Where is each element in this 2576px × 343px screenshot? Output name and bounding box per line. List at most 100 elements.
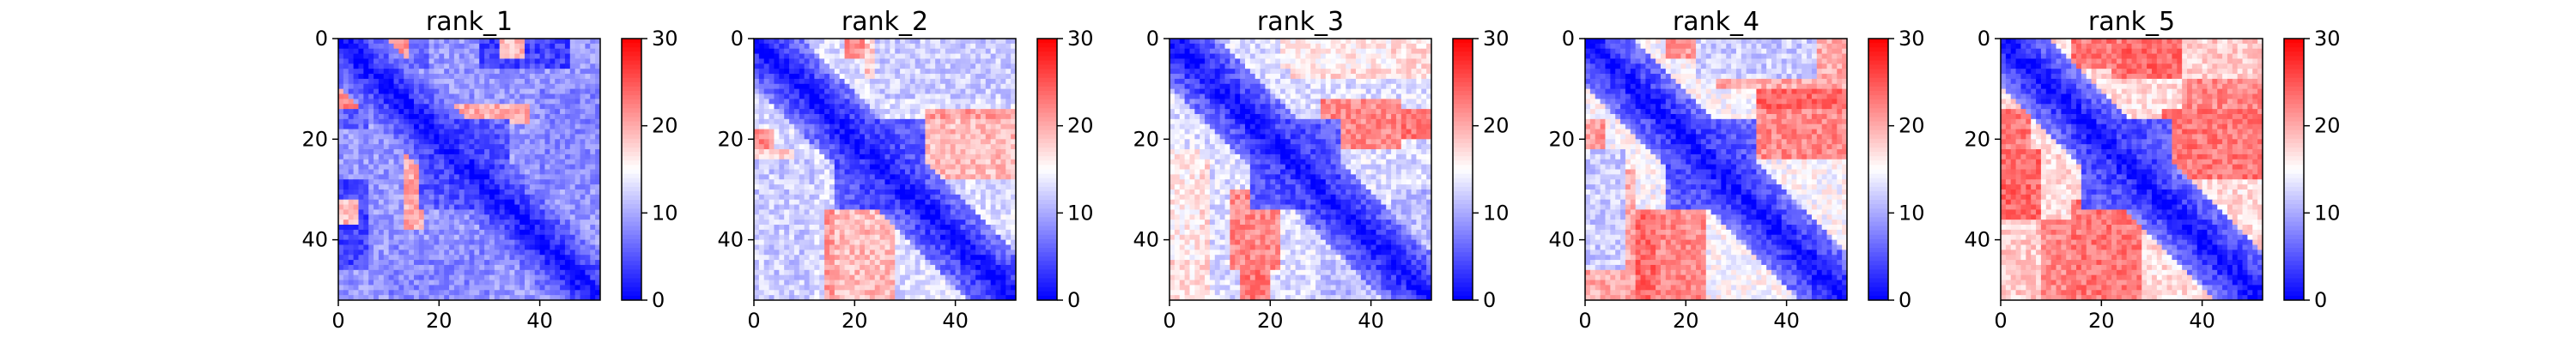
heatmap-cell — [763, 234, 769, 241]
heatmap-cell — [348, 264, 354, 271]
heatmap-cell — [590, 69, 596, 75]
heatmap-cell — [585, 244, 591, 250]
heatmap-cell — [950, 149, 957, 155]
heatmap-cell — [890, 109, 896, 115]
heatmap-cell — [509, 189, 515, 196]
heatmap-cell — [534, 43, 541, 50]
heatmap-cell — [779, 174, 785, 180]
heatmap-cell — [393, 295, 399, 301]
heatmap-cell — [363, 179, 369, 185]
heatmap-cell — [580, 118, 586, 125]
heatmap-cell — [829, 118, 835, 125]
colorbar-segment — [622, 278, 641, 284]
heatmap-cell — [585, 144, 591, 150]
heatmap-cell — [925, 63, 931, 69]
heatmap-cell — [338, 69, 344, 75]
heatmap-cell — [574, 189, 580, 196]
heatmap-cell — [489, 104, 495, 110]
heatmap-cell — [763, 118, 769, 125]
heatmap-cell — [459, 189, 465, 196]
heatmap-cell — [363, 184, 369, 190]
heatmap-cell — [464, 280, 470, 286]
heatmap-cell — [849, 179, 855, 185]
heatmap-cell — [960, 194, 966, 201]
heatmap-cell — [819, 250, 825, 256]
colorbar-tick-label: 30 — [652, 27, 678, 51]
heatmap-cell — [884, 164, 890, 170]
heatmap-cell — [413, 260, 420, 266]
heatmap-cell — [555, 99, 561, 105]
heatmap-cell — [434, 109, 440, 115]
heatmap-cell — [940, 225, 946, 231]
heatmap-cell — [514, 58, 520, 64]
heatmap-cell — [564, 229, 571, 236]
heatmap-cell — [940, 244, 946, 250]
heatmap-cell — [758, 99, 765, 105]
heatmap-cell — [904, 169, 911, 175]
heatmap-cell — [453, 113, 460, 120]
heatmap-cell — [449, 214, 455, 220]
heatmap-cell — [574, 164, 580, 170]
heatmap-cell — [590, 113, 596, 120]
heatmap-cell — [404, 264, 410, 271]
heatmap-cell — [809, 225, 815, 231]
heatmap-cell — [890, 93, 896, 99]
heatmap-cell — [569, 164, 576, 170]
heatmap-cell — [434, 220, 440, 226]
heatmap-cell — [595, 169, 601, 175]
heatmap-cell — [1005, 209, 1012, 215]
heatmap-cell — [353, 295, 359, 301]
heatmap-cell — [449, 39, 455, 45]
heatmap-cell — [970, 123, 976, 129]
heatmap-cell — [368, 174, 374, 180]
heatmap-cell — [529, 204, 536, 210]
heatmap-cell — [560, 48, 566, 54]
heatmap-cell — [809, 118, 815, 125]
heatmap-cell — [849, 229, 855, 236]
heatmap-cell — [595, 194, 601, 201]
heatmap-cell — [499, 290, 505, 296]
heatmap-cell — [590, 109, 596, 115]
heatmap-cell — [374, 129, 380, 135]
heatmap-cell — [464, 88, 470, 94]
heatmap-cell — [378, 244, 385, 250]
heatmap-cell — [849, 169, 855, 175]
heatmap-cell — [434, 214, 440, 220]
heatmap-cell — [793, 204, 800, 210]
heatmap-cell — [990, 118, 996, 125]
heatmap-cell — [504, 153, 510, 160]
heatmap-cell — [504, 274, 510, 280]
heatmap-cell — [865, 189, 871, 196]
heatmap-cell — [970, 74, 976, 80]
heatmap-cell — [439, 113, 445, 120]
heatmap-cell — [769, 184, 775, 190]
heatmap-cell — [479, 118, 485, 125]
heatmap-cell — [439, 109, 445, 115]
heatmap-cell — [444, 99, 450, 105]
heatmap-cell — [519, 169, 526, 175]
heatmap-cell — [829, 53, 835, 59]
heatmap-cell — [509, 184, 515, 190]
heatmap-cell — [534, 204, 541, 210]
colorbar-segment — [622, 81, 641, 87]
heatmap-cell — [784, 179, 790, 185]
heatmap-cell — [338, 220, 344, 226]
heatmap-cell — [829, 149, 835, 155]
heatmap-cell — [434, 153, 440, 160]
heatmap-cell — [574, 109, 580, 115]
heatmap-cell — [585, 134, 591, 140]
heatmap-cell — [980, 209, 987, 215]
heatmap-cell — [459, 285, 465, 291]
heatmap-cell — [338, 129, 344, 135]
heatmap-cell — [819, 58, 825, 64]
heatmap-cell — [444, 139, 450, 145]
heatmap-cell — [348, 99, 354, 105]
heatmap-cell — [544, 139, 550, 145]
heatmap-cell — [779, 220, 785, 226]
heatmap-cell — [895, 104, 901, 110]
heatmap-cell — [555, 214, 561, 220]
heatmap-cell — [368, 260, 374, 266]
heatmap-cell — [343, 144, 349, 150]
heatmap-cell — [434, 229, 440, 236]
